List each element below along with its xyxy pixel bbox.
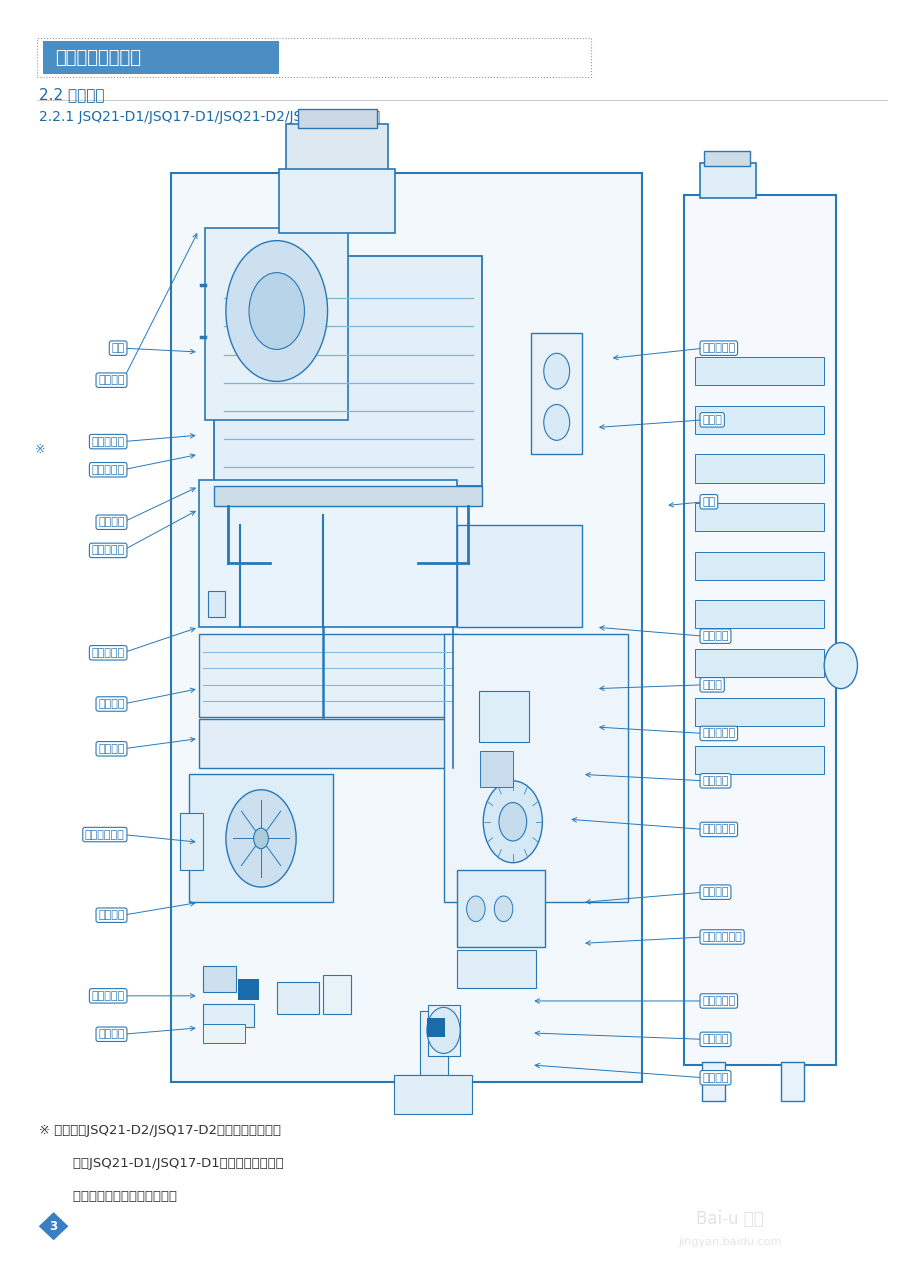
Text: 北方地区机器特设防冻加热器: 北方地区机器特设防冻加热器 bbox=[39, 1190, 176, 1203]
Text: 密闭燃烧室: 密闭燃烧室 bbox=[91, 648, 125, 658]
Bar bbox=[700, 163, 756, 198]
Text: 温度控制器: 温度控制器 bbox=[702, 343, 736, 353]
Text: 热交换器: 热交换器 bbox=[98, 517, 125, 527]
Bar bbox=[704, 151, 750, 166]
Bar bbox=[37, 38, 591, 77]
Text: Bai­u 经验: Bai­u 经验 bbox=[696, 1210, 764, 1228]
Text: 温度传感器: 温度传感器 bbox=[91, 465, 125, 475]
Bar bbox=[444, 634, 628, 902]
Circle shape bbox=[494, 896, 513, 922]
Bar bbox=[214, 256, 482, 486]
Bar bbox=[695, 406, 824, 434]
Circle shape bbox=[543, 404, 569, 440]
Circle shape bbox=[225, 790, 296, 887]
Bar bbox=[695, 649, 824, 677]
Text: 点火针: 点火针 bbox=[702, 680, 723, 690]
Bar bbox=[394, 1075, 472, 1114]
Text: 针对JSQ21-D1/JSQ17-D1机型为温度控制器: 针对JSQ21-D1/JSQ17-D1机型为温度控制器 bbox=[39, 1157, 284, 1170]
Circle shape bbox=[253, 828, 268, 849]
Text: 水量调节锔: 水量调节锔 bbox=[702, 996, 736, 1006]
Text: 2.2 内部结构: 2.2 内部结构 bbox=[39, 87, 104, 102]
Circle shape bbox=[249, 273, 304, 349]
Text: 防冻加热器: 防冻加热器 bbox=[91, 545, 125, 556]
Bar bbox=[208, 591, 225, 617]
Text: 排烟罩组: 排烟罩组 bbox=[98, 375, 125, 385]
Bar bbox=[428, 1005, 460, 1056]
Text: jingyan.baidu.com: jingyan.baidu.com bbox=[678, 1236, 782, 1247]
Bar bbox=[695, 503, 824, 531]
Bar bbox=[427, 1018, 445, 1037]
Bar bbox=[420, 1011, 448, 1082]
Text: 进水接头: 进水接头 bbox=[702, 1034, 729, 1044]
Bar bbox=[277, 982, 319, 1014]
Circle shape bbox=[467, 896, 485, 922]
Bar bbox=[531, 333, 582, 454]
Circle shape bbox=[543, 353, 569, 389]
Text: 水流量传感器: 水流量传感器 bbox=[702, 932, 742, 942]
Circle shape bbox=[824, 643, 857, 689]
Bar bbox=[171, 173, 642, 1082]
Bar bbox=[279, 169, 395, 233]
Text: ※ 注：针对JSQ21-D2/JSQ17-D2机型为温度传感器: ※ 注：针对JSQ21-D2/JSQ17-D2机型为温度传感器 bbox=[39, 1124, 281, 1137]
Bar bbox=[457, 525, 582, 627]
Bar bbox=[180, 813, 203, 870]
Text: 燃烧器组: 燃烧器组 bbox=[98, 699, 125, 709]
Bar bbox=[781, 1062, 804, 1101]
Text: 点火器组: 点火器组 bbox=[702, 776, 729, 786]
Text: ※: ※ bbox=[35, 443, 45, 456]
Text: 电控器组: 电控器组 bbox=[702, 631, 729, 641]
Text: 3: 3 bbox=[50, 1220, 57, 1233]
Bar bbox=[457, 870, 545, 947]
Circle shape bbox=[427, 1007, 460, 1053]
Circle shape bbox=[499, 803, 527, 841]
Text: 滤网组合: 滤网组合 bbox=[702, 1073, 729, 1083]
Text: 风机启动电容: 风机启动电容 bbox=[85, 829, 125, 840]
Bar bbox=[695, 746, 824, 774]
Bar bbox=[457, 950, 536, 988]
Bar bbox=[695, 454, 824, 483]
Circle shape bbox=[225, 241, 327, 381]
Bar bbox=[695, 600, 824, 628]
Bar bbox=[298, 109, 377, 128]
Bar bbox=[189, 774, 333, 902]
Bar bbox=[286, 124, 388, 173]
Bar bbox=[203, 966, 236, 992]
Bar bbox=[199, 634, 457, 717]
Bar bbox=[397, 1075, 471, 1107]
Text: 变压器: 变压器 bbox=[702, 415, 723, 425]
Bar bbox=[684, 195, 836, 1065]
Text: 防冻泄水栓: 防冻泄水栓 bbox=[91, 991, 125, 1001]
Text: 温度控制器: 温度控制器 bbox=[91, 436, 125, 447]
Bar bbox=[203, 1004, 254, 1027]
Text: 风机组合: 风机组合 bbox=[98, 910, 125, 920]
Text: 面板控制器: 面板控制器 bbox=[702, 728, 736, 739]
Text: 上盖: 上盖 bbox=[702, 497, 715, 507]
Bar bbox=[695, 698, 824, 726]
Bar bbox=[695, 357, 824, 385]
Bar bbox=[702, 1062, 725, 1101]
Bar bbox=[203, 1024, 245, 1043]
Bar bbox=[199, 480, 457, 627]
Bar bbox=[479, 691, 529, 742]
Text: 分配管组: 分配管组 bbox=[98, 744, 125, 754]
Text: 底板: 底板 bbox=[112, 343, 125, 353]
Text: 2.2.1 JSQ21-D1/JSQ17-D1/JSQ21-D2/JSQ17-D2机型：: 2.2.1 JSQ21-D1/JSQ17-D1/JSQ21-D2/JSQ17-D… bbox=[39, 110, 380, 124]
Text: 进气接头: 进气接头 bbox=[98, 1029, 125, 1039]
Text: 比例阀组: 比例阀组 bbox=[702, 887, 729, 897]
Text: 二　各部零件名称: 二 各部零件名称 bbox=[55, 49, 141, 67]
Bar bbox=[238, 979, 259, 1000]
Bar bbox=[480, 751, 513, 787]
Bar bbox=[695, 552, 824, 580]
Bar bbox=[43, 41, 279, 74]
Bar bbox=[214, 486, 482, 506]
Bar bbox=[205, 228, 348, 420]
Polygon shape bbox=[39, 1212, 68, 1240]
Text: 温度调节锔: 温度调节锔 bbox=[702, 824, 736, 835]
Circle shape bbox=[483, 781, 542, 863]
Bar bbox=[323, 975, 351, 1014]
Bar bbox=[199, 719, 457, 768]
